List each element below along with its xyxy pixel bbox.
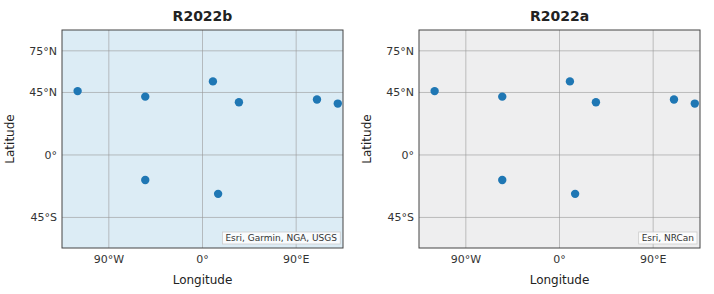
figure: 90°W 0° 90°E 75°N 45°N 0° 45°S Esri, Garmin, NG… — [0, 0, 714, 294]
point — [498, 176, 506, 184]
tick-label: 75°N — [386, 45, 414, 58]
point — [334, 99, 342, 107]
point — [670, 95, 678, 103]
x-axis-label: Longitude — [173, 273, 233, 287]
y-axis-label: Latitude — [3, 114, 17, 163]
tick-label: 45°N — [29, 86, 57, 99]
attribution-box — [222, 232, 340, 244]
tick-label: 75°N — [29, 45, 57, 58]
tick-label: 0° — [45, 149, 58, 162]
point — [430, 87, 438, 95]
tick-label: 90°W — [451, 253, 481, 266]
tick-label: 90°W — [94, 253, 124, 266]
grid-line — [296, 30, 297, 248]
chart-panel: 90°W 0° 90°E 75°N 45°N 0° 45°S Esri, Garmin, NG… — [3, 8, 343, 287]
chart-title: R2022a — [530, 8, 589, 24]
grid-line — [465, 30, 466, 248]
point — [141, 176, 149, 184]
grid-line — [108, 30, 109, 248]
point — [209, 77, 217, 85]
attribution-box — [639, 232, 697, 244]
plot-background — [62, 30, 343, 248]
tick-label: 45°N — [386, 86, 414, 99]
point — [571, 190, 579, 198]
plot-frame — [62, 30, 343, 248]
grid-line — [419, 92, 700, 93]
attribution: Esri, NRCan — [639, 232, 697, 244]
attribution-text: Esri, NRCan — [642, 233, 694, 243]
tick-label: 0° — [402, 149, 415, 162]
grid-line — [419, 217, 700, 218]
point — [214, 190, 222, 198]
grid-line — [653, 30, 654, 248]
grid-line — [559, 30, 560, 248]
point — [141, 92, 149, 100]
chart-panel: 90°W 0° 90°E 75°N 45°N 0° 45°S Esri, NRCan R2022… — [360, 8, 700, 287]
grid-line — [62, 154, 343, 155]
points — [73, 77, 342, 198]
tick-label: 45°S — [31, 211, 57, 224]
chart-title: R2022b — [173, 8, 233, 24]
point — [691, 99, 699, 107]
tick-label: 45°S — [388, 211, 414, 224]
point — [592, 98, 600, 106]
tick-label: 90°E — [283, 253, 309, 266]
y-axis-label: Latitude — [360, 114, 374, 163]
point — [498, 92, 506, 100]
point — [313, 95, 321, 103]
point — [73, 87, 81, 95]
point — [235, 98, 243, 106]
grid-line — [419, 154, 700, 155]
grid-line — [419, 50, 700, 51]
x-axis-label: Longitude — [530, 273, 590, 287]
tick-label: 0° — [553, 253, 566, 266]
attribution-text: Esri, Garmin, NGA, USGS — [225, 233, 337, 243]
plot-background — [419, 30, 700, 248]
grid-line — [62, 50, 343, 51]
attribution: Esri, Garmin, NGA, USGS — [222, 232, 340, 244]
point — [566, 77, 574, 85]
tick-label: 0° — [196, 253, 209, 266]
tick-label: 90°E — [640, 253, 666, 266]
grid-line — [202, 30, 203, 248]
plot-frame — [419, 30, 700, 248]
grid-line — [62, 92, 343, 93]
points — [430, 77, 699, 198]
grid-line — [62, 217, 343, 218]
